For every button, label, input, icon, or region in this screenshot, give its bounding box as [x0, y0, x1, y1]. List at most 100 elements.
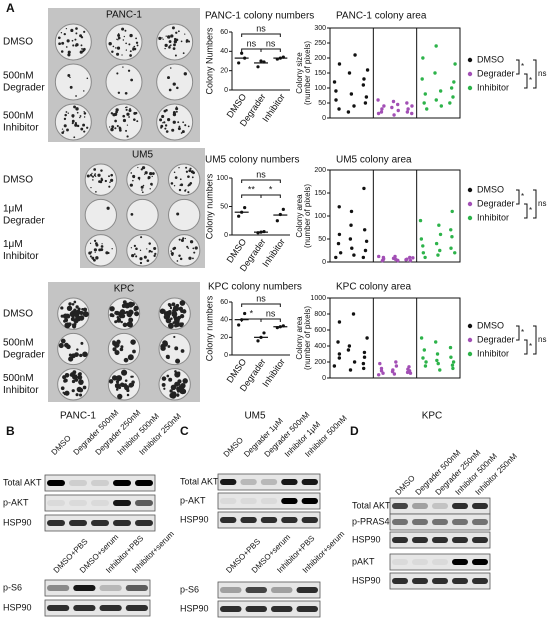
condition-label: 500nM	[3, 338, 34, 349]
colony	[122, 66, 124, 68]
colony	[148, 242, 151, 245]
blot-band	[47, 480, 65, 486]
blot-band	[412, 519, 428, 525]
data-point	[438, 232, 443, 237]
blot-band	[47, 500, 65, 506]
colony	[136, 120, 139, 123]
blot-band	[472, 559, 488, 565]
colony	[82, 123, 86, 127]
colony	[153, 254, 156, 258]
y-tick-label: 20	[220, 68, 228, 75]
colony	[67, 50, 71, 54]
colony	[129, 54, 132, 57]
data-point	[394, 360, 398, 364]
colony	[97, 173, 101, 177]
colony	[168, 88, 172, 92]
colony	[148, 249, 152, 253]
blot-row-label: HSP90	[352, 575, 381, 585]
blot-band	[432, 503, 448, 509]
colony	[100, 248, 104, 252]
blot-band	[240, 517, 257, 523]
data-point	[337, 356, 342, 360]
colony	[179, 313, 185, 319]
data-point	[348, 368, 353, 372]
data-point	[336, 340, 340, 344]
colony	[71, 302, 75, 306]
colony	[126, 124, 129, 126]
colony	[172, 120, 176, 124]
colony	[139, 249, 142, 252]
data-point	[425, 107, 429, 111]
colony	[134, 311, 140, 317]
data-point	[391, 99, 396, 104]
data-point	[420, 77, 424, 81]
data-point	[436, 361, 440, 366]
colony	[82, 311, 89, 318]
blot-band	[412, 559, 428, 565]
colony	[133, 305, 139, 311]
blot-row-label: HSP90	[180, 603, 209, 613]
blot-band	[392, 519, 408, 525]
blot-band	[220, 606, 242, 612]
y-tick-label: 150	[314, 70, 326, 77]
y-axis-label: Colony size	[295, 52, 304, 94]
data-point	[352, 253, 356, 257]
colony	[117, 36, 121, 40]
colony	[83, 112, 87, 115]
blot-band	[452, 537, 468, 543]
y-axis-label: Colony area	[295, 194, 304, 238]
colony	[76, 111, 79, 114]
data-point	[422, 348, 427, 352]
colony	[170, 317, 173, 320]
colony	[137, 166, 139, 169]
colony	[123, 35, 125, 38]
colony	[161, 376, 167, 381]
colony	[126, 393, 130, 397]
colony	[104, 179, 107, 183]
data-point	[338, 251, 343, 255]
colony	[78, 387, 84, 393]
colony	[128, 109, 132, 112]
legend-label: DMSO	[477, 184, 504, 194]
y-axis-label: Colony numbers	[204, 173, 214, 239]
blot-strip	[217, 600, 321, 618]
colony	[161, 37, 163, 39]
colony	[164, 43, 168, 47]
colony	[72, 44, 75, 47]
data-point	[390, 369, 395, 374]
colony	[86, 77, 89, 80]
plate-well	[156, 63, 194, 101]
data-point	[259, 59, 263, 63]
data-point	[281, 55, 285, 59]
significance-bracket	[516, 189, 520, 205]
colony	[111, 50, 114, 54]
legend-label: Degrader	[477, 334, 515, 344]
blot-band	[432, 519, 448, 525]
colony	[139, 257, 143, 261]
colony	[127, 354, 134, 361]
panel-label: C	[180, 424, 189, 438]
colony	[110, 112, 114, 115]
colony	[165, 317, 172, 324]
data-point	[363, 101, 368, 105]
significance-label: *	[521, 62, 524, 71]
y-tick-label: 100	[314, 213, 326, 220]
colony	[140, 168, 143, 171]
colony	[175, 303, 180, 308]
colony	[129, 183, 133, 187]
data-point	[382, 104, 386, 108]
y-tick-label: 100	[216, 175, 228, 182]
colony	[179, 178, 182, 181]
legend-label: Degrader	[477, 198, 515, 208]
colony	[95, 191, 97, 193]
colony	[167, 119, 169, 121]
significance-label: ns	[266, 38, 276, 48]
data-point	[448, 345, 453, 350]
colony	[100, 169, 103, 172]
significance-label: *	[521, 328, 524, 337]
significance-label: *	[529, 206, 532, 215]
colony	[141, 166, 146, 170]
colony	[180, 183, 184, 187]
colony	[100, 245, 104, 248]
condition-label: Inhibitor	[3, 123, 39, 134]
